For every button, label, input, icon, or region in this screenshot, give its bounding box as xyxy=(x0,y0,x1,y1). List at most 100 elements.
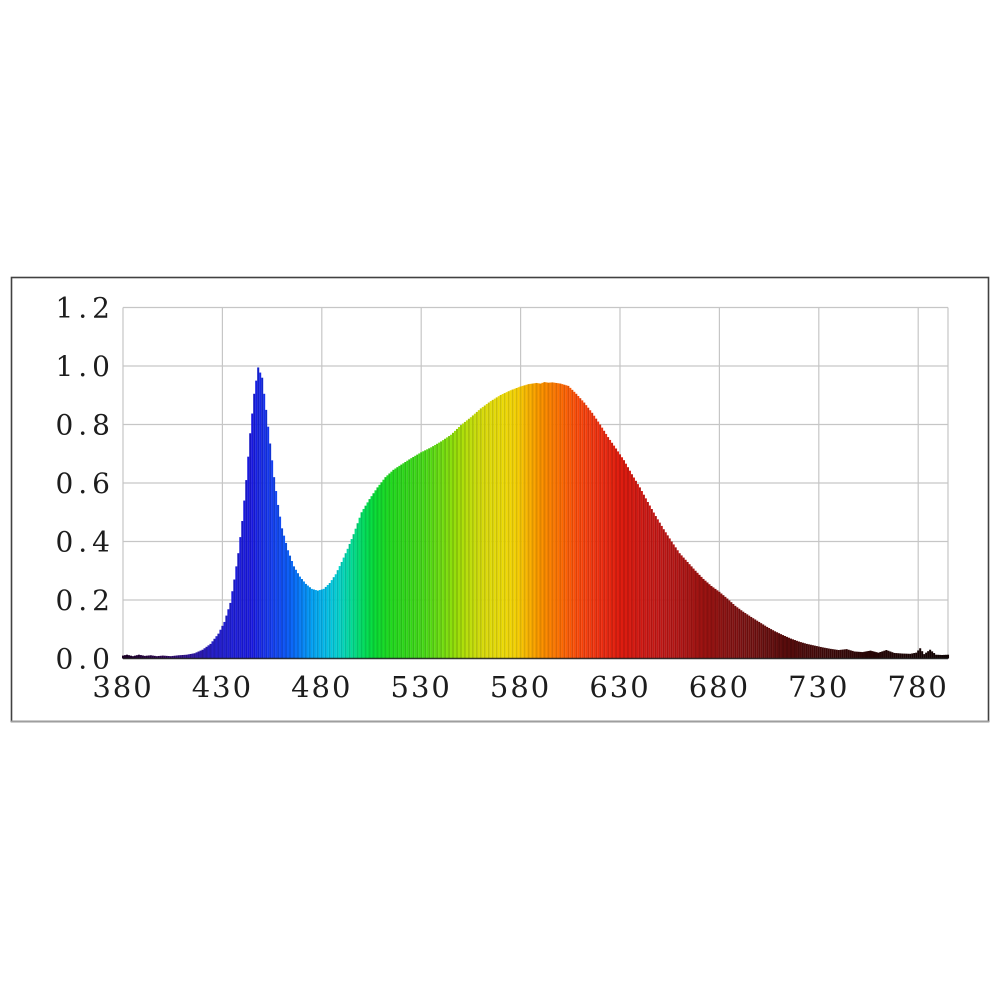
spectrum-bar xyxy=(442,440,445,659)
spectrum-bar xyxy=(831,649,834,659)
spectrum-bar xyxy=(595,418,598,659)
spectrum-bar xyxy=(135,655,138,659)
spectrum-bar xyxy=(406,460,409,659)
spectrum-bar xyxy=(436,443,439,659)
spectrum-bar xyxy=(499,394,502,659)
spectrum-bar xyxy=(714,588,717,659)
spectrum-bar xyxy=(756,620,759,659)
spectrum-bar xyxy=(863,651,866,659)
spectrum-bar xyxy=(658,522,661,659)
spectrum-bar xyxy=(807,644,810,659)
spectrum-bar xyxy=(724,596,727,659)
spectrum-bar xyxy=(523,385,526,659)
spectrum-bar xyxy=(718,591,721,659)
spectrum-bar xyxy=(507,391,510,659)
spectrum-bar xyxy=(503,393,506,659)
spectrum-bar xyxy=(394,468,397,659)
spectrum-bar xyxy=(833,649,836,659)
spectrum-bar xyxy=(400,464,403,659)
spectrum-bar xyxy=(634,480,637,659)
spectrum-bar xyxy=(766,626,769,659)
spectrum-bar xyxy=(235,566,238,659)
spectrum-bar xyxy=(332,577,335,659)
spectrum-bar xyxy=(617,451,620,659)
x-axis-tick-label: 580 xyxy=(490,670,551,704)
spectrum-bar xyxy=(344,553,347,659)
spectrum-bar xyxy=(720,593,723,659)
spectrum-bar xyxy=(175,655,178,659)
spectrum-bar xyxy=(547,382,550,659)
spectrum-bar xyxy=(159,655,162,659)
spectrum-bar xyxy=(446,437,449,659)
spectrum-bar xyxy=(434,444,437,659)
spectrum-bar xyxy=(374,490,377,659)
spectrum-bar xyxy=(752,618,755,659)
spectrum-bar xyxy=(131,656,134,659)
spectrum-bar xyxy=(402,463,405,659)
spectrum-bar xyxy=(261,377,264,659)
spectrum-bar xyxy=(545,382,548,659)
spectrum-bar xyxy=(728,600,731,659)
spectrum-bar xyxy=(875,652,878,659)
y-axis-tick-labels: 0.0 0.2 0.4 0.6 0.8 1.0 1.2 xyxy=(55,292,115,676)
spectrum-bar xyxy=(511,389,514,659)
spectrum-bar xyxy=(684,559,687,659)
spectrum-bar xyxy=(155,656,158,659)
spectrum-bar xyxy=(541,382,544,659)
x-axis-tick-label: 530 xyxy=(391,670,452,704)
x-axis-tick-label: 380 xyxy=(92,670,153,704)
spectrum-bar xyxy=(324,586,327,659)
x-axis-tick-label: 780 xyxy=(888,670,949,704)
spectrum-bar xyxy=(338,566,341,659)
spectrum-bar xyxy=(269,443,272,659)
spectrum-bar xyxy=(539,383,542,659)
spectrum-bar xyxy=(593,415,596,659)
spectrum-bar xyxy=(897,653,900,659)
spectrum-bar xyxy=(879,651,882,659)
spectrum-bar xyxy=(746,614,749,659)
spectrum-bar xyxy=(698,574,701,659)
spectrum-bar xyxy=(392,469,395,659)
spectrum-bar xyxy=(308,587,311,659)
spectrum-bar xyxy=(362,508,365,659)
spectrum-bar xyxy=(899,653,902,659)
spectrum-bar xyxy=(841,649,844,659)
spectrum-bar xyxy=(622,460,626,659)
spectrum-bar xyxy=(326,584,329,659)
spectrum-bar xyxy=(618,454,622,659)
x-axis-tick-label: 680 xyxy=(689,670,750,704)
spectrum-bar xyxy=(921,651,924,659)
spectrum-bar xyxy=(937,654,940,659)
spectrum-bar xyxy=(328,583,331,659)
spectrum-bar xyxy=(461,423,464,659)
spectrum-bar xyxy=(660,525,663,659)
spectrum-bar xyxy=(905,653,908,659)
spectrum-bar xyxy=(165,655,168,659)
spectrum-bar xyxy=(664,532,667,659)
spectrum-bar xyxy=(376,487,379,659)
spectrum-bar xyxy=(708,584,711,659)
spectrum-bar xyxy=(819,646,822,659)
spectrum-bar xyxy=(211,641,214,659)
spectrum-bar xyxy=(493,398,496,659)
y-axis-tick-label: 1.2 xyxy=(55,292,115,325)
spectrum-bar xyxy=(457,427,461,659)
spectrum-bar xyxy=(638,487,641,659)
spectrum-bar xyxy=(537,383,540,659)
spectrum-bar xyxy=(281,528,284,659)
spectrum-bar xyxy=(941,654,944,659)
spectrum-bar xyxy=(430,447,433,659)
spectrum-bar xyxy=(845,649,848,659)
spectrum-bar xyxy=(774,631,777,659)
spectrum-bar xyxy=(396,467,399,659)
spectrum-bar xyxy=(167,656,170,659)
spectrum-bar xyxy=(455,428,459,659)
spectrum-bar xyxy=(203,648,206,659)
spectrum-bar xyxy=(241,521,244,659)
spectrum-bar xyxy=(473,413,476,659)
y-axis-tick-label: 0.4 xyxy=(55,526,115,559)
spectrum-bar xyxy=(791,639,794,659)
spectrum-bar xyxy=(581,400,584,659)
spectrum-bar xyxy=(772,630,775,659)
spectrum-bar xyxy=(408,459,411,659)
